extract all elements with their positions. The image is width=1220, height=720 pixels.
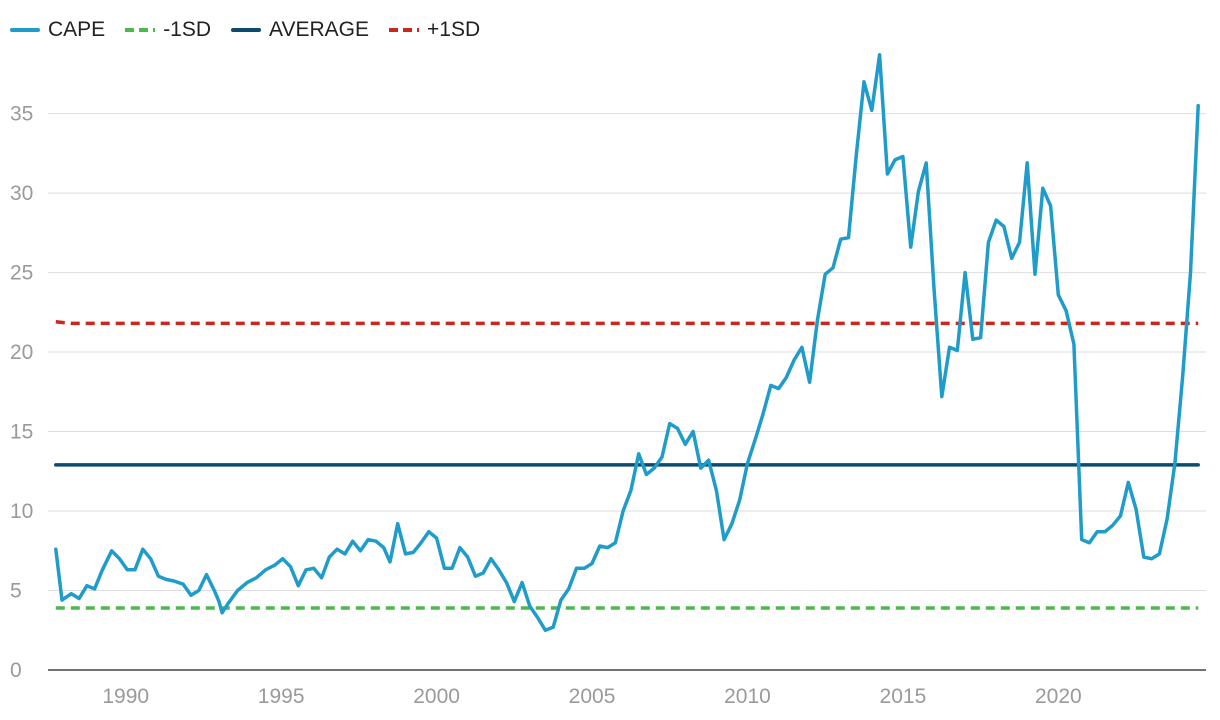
series-lines xyxy=(54,53,1200,633)
legend-item-minus1sd: -1SD xyxy=(125,18,211,42)
x-tick-label: 1995 xyxy=(258,685,305,708)
y-tick-label: 10 xyxy=(10,500,33,523)
legend-swatch-minus1sd xyxy=(125,28,156,32)
y-tick-label: 5 xyxy=(10,580,22,603)
legend-label-cape: CAPE xyxy=(48,18,106,41)
x-tick-label: 2005 xyxy=(569,685,616,708)
legend-swatch-average xyxy=(231,28,262,32)
series-line-plus1sd xyxy=(55,320,1199,326)
legend-label-minus1sd: -1SD xyxy=(163,18,212,41)
legend-label-average: AVERAGE xyxy=(269,18,370,41)
x-tick-label: 2000 xyxy=(413,685,460,708)
legend-item-plus1sd: +1SD xyxy=(389,18,480,42)
x-tick-label: 2015 xyxy=(880,685,927,708)
x-tick-label: 2010 xyxy=(724,685,771,708)
y-tick-label: 30 xyxy=(10,182,33,205)
legend-swatch-plus1sd xyxy=(389,28,420,32)
y-tick-label: 25 xyxy=(10,262,33,285)
y-tick-label: 20 xyxy=(10,341,33,364)
y-tick-label: 0 xyxy=(10,659,22,682)
legend-item-average: AVERAGE xyxy=(231,18,369,42)
y-tick-label: 35 xyxy=(10,103,33,126)
legend-swatch-cape xyxy=(10,28,40,32)
chart-legend: CAPE -1SD AVERAGE +1SD xyxy=(10,14,480,46)
legend-item-cape: CAPE xyxy=(10,18,105,42)
x-tick-label: 1990 xyxy=(102,685,149,708)
y-tick-label: 15 xyxy=(10,421,33,444)
legend-label-plus1sd: +1SD xyxy=(427,18,481,41)
axes: 0 5 10 15 20 25 30 35 1990 1995 2000 2005 2010 2015 20… xyxy=(10,103,1082,708)
grid-lines xyxy=(48,113,1206,671)
x-tick-label: 2020 xyxy=(1035,685,1082,708)
series-line-cape xyxy=(54,53,1200,633)
